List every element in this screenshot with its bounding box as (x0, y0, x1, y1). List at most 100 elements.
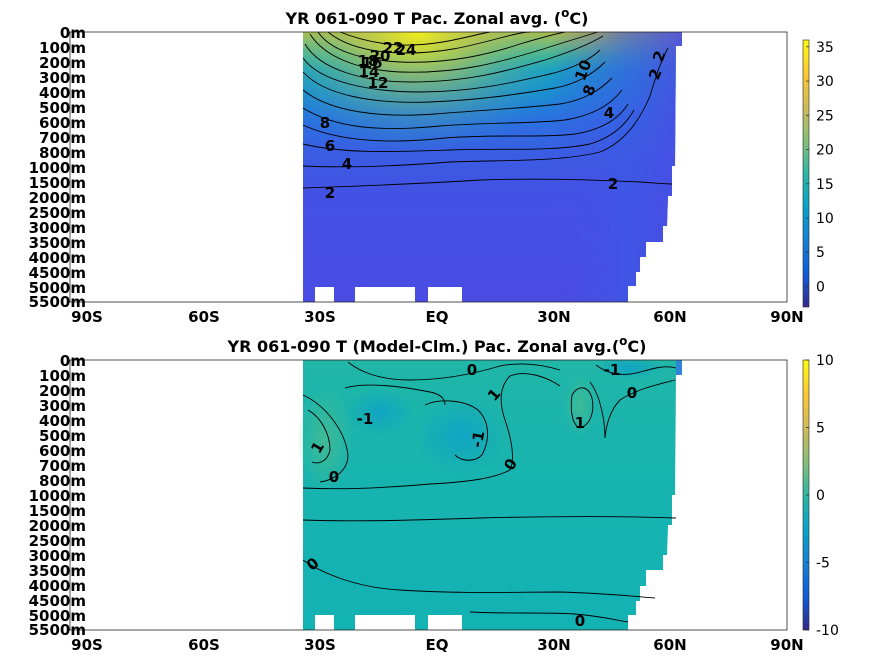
bottom-contour-label: 1 (575, 414, 585, 432)
bottom-x-tick: 30N (537, 636, 570, 654)
top-contour-label: 16 (362, 54, 383, 72)
bottom-contour-lines (302, 361, 677, 623)
bottom-y-tick: 1500m (29, 502, 86, 520)
top-y-tick: 600m (39, 114, 86, 132)
bottom-y-tick: 600m (39, 442, 86, 460)
top-y-tick: 100m (39, 39, 86, 57)
top-contour-lines (302, 32, 673, 189)
colorbar-tick-label: 10 (816, 211, 834, 227)
colorbar-tick-label: 10 (816, 353, 834, 369)
colorbar-tick-label: 5 (816, 421, 825, 437)
top-contour-label: 8 (320, 114, 330, 132)
top-y-tick: 3000m (29, 219, 86, 237)
top-y-tick: 300m (39, 69, 86, 87)
top-panel-title: YR 061-090 T Pac. Zonal avg. (oC) (285, 6, 589, 28)
colorbar-tick-label: 30 (816, 74, 834, 90)
bottom-contour-label: 0 (575, 612, 585, 630)
bottom-x-axis: 90S 60S 30S EQ 30N 60N 90N (71, 636, 804, 654)
bottom-y-tick: 500m (39, 427, 86, 445)
bottom-contour-label: -1 (357, 410, 374, 428)
bottom-x-tick: 90S (71, 636, 103, 654)
top-y-tick: 1500m (29, 174, 86, 192)
bottom-panel: YR 061-090 T (Model-Clm.) Pac. Zonal avg… (29, 334, 839, 654)
colorbar-tick-label: 5 (816, 245, 825, 261)
bottom-plot-frame (69, 359, 788, 631)
top-y-tick: 400m (39, 84, 86, 102)
colorbar-tick-label: -10 (816, 623, 839, 639)
bottom-colorbar-ticks: 10 5 0 -5 -10 (806, 353, 839, 639)
top-contour-label: 4 (342, 155, 352, 173)
bottom-contour-label: 0 (467, 361, 477, 379)
top-x-tick: 60N (653, 308, 686, 326)
bottom-y-tick: 3000m (29, 547, 86, 565)
bottom-y-tick: 700m (39, 457, 86, 475)
top-x-tick: 30N (537, 308, 570, 326)
top-x-tick: 30S (304, 308, 336, 326)
bottom-y-tick: 300m (39, 397, 86, 415)
bottom-x-tick: 30S (304, 636, 336, 654)
top-y-tick: 4500m (29, 264, 86, 282)
colorbar-tick-label: 0 (816, 280, 825, 296)
bottom-y-tick: 200m (39, 382, 86, 400)
bottom-y-tick: 400m (39, 412, 86, 430)
bottom-y-tick: 5500m (29, 621, 86, 639)
top-x-tick: 90N (770, 308, 803, 326)
top-panel: YR 061-090 T Pac. Zonal avg. (oC) (29, 6, 834, 326)
colorbar-tick-label: 0 (816, 488, 825, 504)
top-contour-label: 2 (325, 184, 335, 202)
colorbar-tick-label: 25 (816, 108, 834, 124)
bottom-contour-label: 0 (329, 468, 339, 486)
bottom-y-axis: 0m 100m 200m 300m 400m 500m 600m 700m 80… (29, 352, 86, 639)
top-colorbar: 0 5 10 15 20 25 30 35 (802, 39, 834, 308)
top-x-tick: EQ (426, 308, 449, 326)
top-colorbar-ticks: 0 5 10 15 20 25 30 35 (806, 40, 834, 296)
top-x-axis: 90S 60S 30S EQ 30N 60N 90N (71, 308, 804, 326)
top-contour-label: 20 (370, 47, 391, 65)
top-y-tick: 3500m (29, 234, 86, 252)
top-contour-label: 14 (359, 63, 380, 81)
bottom-x-tick: 60S (188, 636, 220, 654)
colorbar-tick-label: -5 (816, 556, 830, 572)
top-contour-label: 12 (368, 74, 389, 92)
bottom-y-tick: 4000m (29, 577, 86, 595)
bottom-y-tick: 5000m (29, 607, 86, 625)
top-plot-frame (69, 31, 788, 303)
top-y-tick: 5000m (29, 279, 86, 297)
top-x-tick: 90S (71, 308, 103, 326)
bottom-contour-label: 0 (627, 384, 637, 402)
bottom-anomaly-field: 0 -1 0 1 0 -1 1 1 -1 0 0 0 (297, 360, 682, 630)
top-y-tick: 800m (39, 144, 86, 162)
bottom-y-tick: 3500m (29, 562, 86, 580)
bottom-y-tick: 1000m (29, 487, 86, 505)
bottom-contour-label: -1 (604, 361, 621, 379)
top-y-tick: 500m (39, 99, 86, 117)
top-y-tick: 1000m (29, 159, 86, 177)
top-x-tick: 60S (188, 308, 220, 326)
top-y-tick: 5500m (29, 293, 86, 311)
bottom-panel-title: YR 061-090 T (Model-Clm.) Pac. Zonal avg… (227, 334, 647, 356)
top-contour-label: 2 (608, 175, 618, 193)
top-y-tick: 2500m (29, 204, 86, 222)
top-contour-label: 6 (325, 137, 335, 155)
top-contour-label: 18 (358, 52, 379, 70)
bottom-x-tick: EQ (426, 636, 449, 654)
bottom-y-tick: 100m (39, 367, 86, 385)
top-contour-label: 22 (383, 39, 404, 57)
top-contour-labels: 24 22 20 18 16 14 12 10 8 6 8 4 4 2 2 2 … (320, 39, 670, 202)
bottom-x-tick: 90N (770, 636, 803, 654)
colorbar-tick-label: 15 (816, 177, 834, 193)
bottom-y-tick: 2500m (29, 532, 86, 550)
top-contour-label: 24 (396, 41, 417, 59)
colorbar-tick-label: 35 (816, 40, 834, 56)
bottom-y-tick: 800m (39, 472, 86, 490)
bottom-colorbar: 10 5 0 -5 -10 (802, 353, 839, 639)
top-y-tick: 4000m (29, 249, 86, 267)
top-y-tick: 0m (60, 24, 86, 42)
bottom-y-tick: 4500m (29, 592, 86, 610)
top-colorbar-ramp (802, 39, 810, 308)
bottom-x-tick: 60N (653, 636, 686, 654)
top-contour-label: 4 (604, 104, 614, 122)
top-y-tick: 700m (39, 129, 86, 147)
top-temperature-field: 24 22 20 18 16 14 12 10 8 6 8 4 4 2 2 2 … (302, 32, 682, 302)
colorbar-tick-label: 20 (816, 143, 834, 159)
